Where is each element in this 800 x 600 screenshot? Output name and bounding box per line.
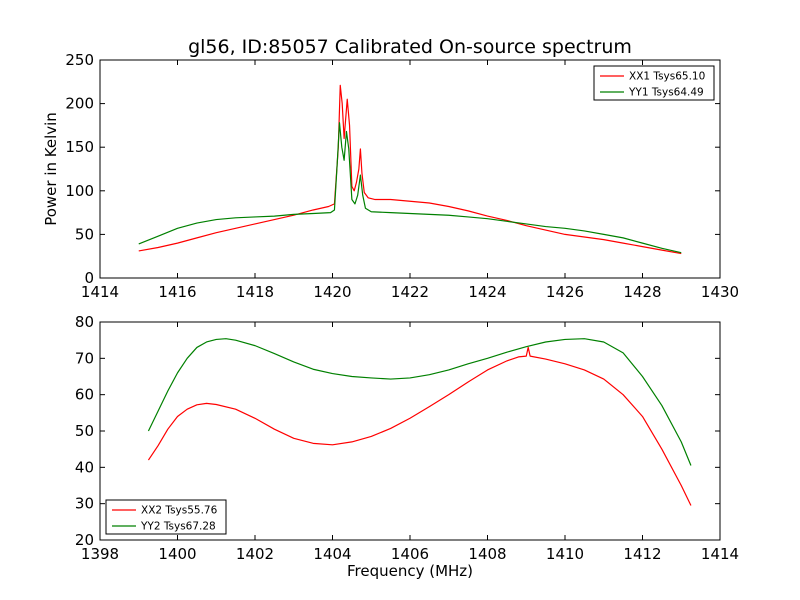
top-panel-x-tick-label: 1428 [623,283,661,301]
bottom-panel-x-tick-label: 1410 [546,545,584,563]
bottom-panel-legend-label-2: YY2 Tsys67.28 [140,521,216,533]
top-panel: 1414 1416 1418 1420 1422 1424 1426 1428 1430 0 50 1… [42,51,739,301]
bottom-panel-x-tick-label: 1406 [391,545,429,563]
bottom-panel-x-tick-label: 1404 [313,545,351,563]
bottom-panel-series-line-1 [147,346,692,506]
bottom-panel-y-tick-label: 30 [75,495,94,513]
bottom-panel-series-line-2 [147,338,692,466]
chart-title: gl56, ID:85057 Calibrated On-source spec… [188,36,632,58]
top-panel-x-tick-label: 1426 [546,283,584,301]
top-panel-ticks: 1414 1416 1418 1420 1422 1424 1426 1428 1430 0 50 1… [65,51,739,301]
top-panel-x-tick-label: 1424 [468,283,506,301]
top-panel-y-tick-label: 200 [65,95,94,113]
bottom-panel: 1398 1400 1402 1404 1406 1408 1410 1412 1414 20 30… [75,313,739,580]
top-panel-y-axis-label: Power in Kelvin [42,112,60,226]
top-panel-y-tick-label: 100 [65,182,94,200]
top-panel-y-tick-label: 150 [65,138,94,156]
bottom-panel-x-tick-label: 1402 [236,545,274,563]
top-panel-y-tick-label: 50 [75,225,94,243]
bottom-panel-x-tick-label: 1414 [701,545,739,563]
top-panel-x-tick-label: 1420 [313,283,351,301]
bottom-panel-x-tick-label: 1400 [158,545,196,563]
bottom-panel-x-tick-label: 1398 [81,545,119,563]
bottom-panel-y-tick-label: 20 [75,531,94,549]
top-panel-legend: XX1 Tsys65.10 YY1 Tsys64.49 [593,65,715,101]
bottom-panel-y-tick-label: 60 [75,386,94,404]
top-panel-x-tick-label: 1414 [81,283,119,301]
top-panel-legend-box [593,65,715,101]
bottom-panel-legend: XX2 Tsys55.76 YY2 Tsys67.28 [105,499,227,535]
top-panel-series-line-1 [138,84,682,255]
top-panel-x-tick-label: 1430 [701,283,739,301]
bottom-panel-y-tick-label: 50 [75,422,94,440]
top-panel-y-tick-label: 0 [84,269,94,287]
bottom-panel-y-tick-label: 70 [75,349,94,367]
bottom-panel-x-tick-label: 1412 [623,545,661,563]
bottom-panel-y-tick-label: 80 [75,313,94,331]
bottom-panel-legend-box [105,499,227,535]
top-panel-y-tick-label: 250 [65,51,94,69]
bottom-panel-legend-label-1: XX2 Tsys55.76 [141,505,218,517]
bottom-panel-x-axis-label: Frequency (MHz) [347,562,473,580]
top-panel-series-line-2 [138,122,682,254]
top-panel-x-tick-label: 1422 [391,283,429,301]
top-panel-legend-label-1: XX1 Tsys65.10 [629,71,705,83]
bottom-panel-x-tick-label: 1408 [468,545,506,563]
top-panel-legend-label-2: YY1 Tsys64.49 [628,87,704,99]
bottom-panel-ticks: 1398 1400 1402 1404 1406 1408 1410 1412 1414 20 30… [75,313,739,563]
bottom-panel-series [147,338,692,506]
bottom-panel-y-tick-label: 40 [75,458,94,476]
top-panel-x-tick-label: 1416 [158,283,196,301]
top-panel-x-tick-label: 1418 [236,283,274,301]
top-panel-series [138,84,682,255]
